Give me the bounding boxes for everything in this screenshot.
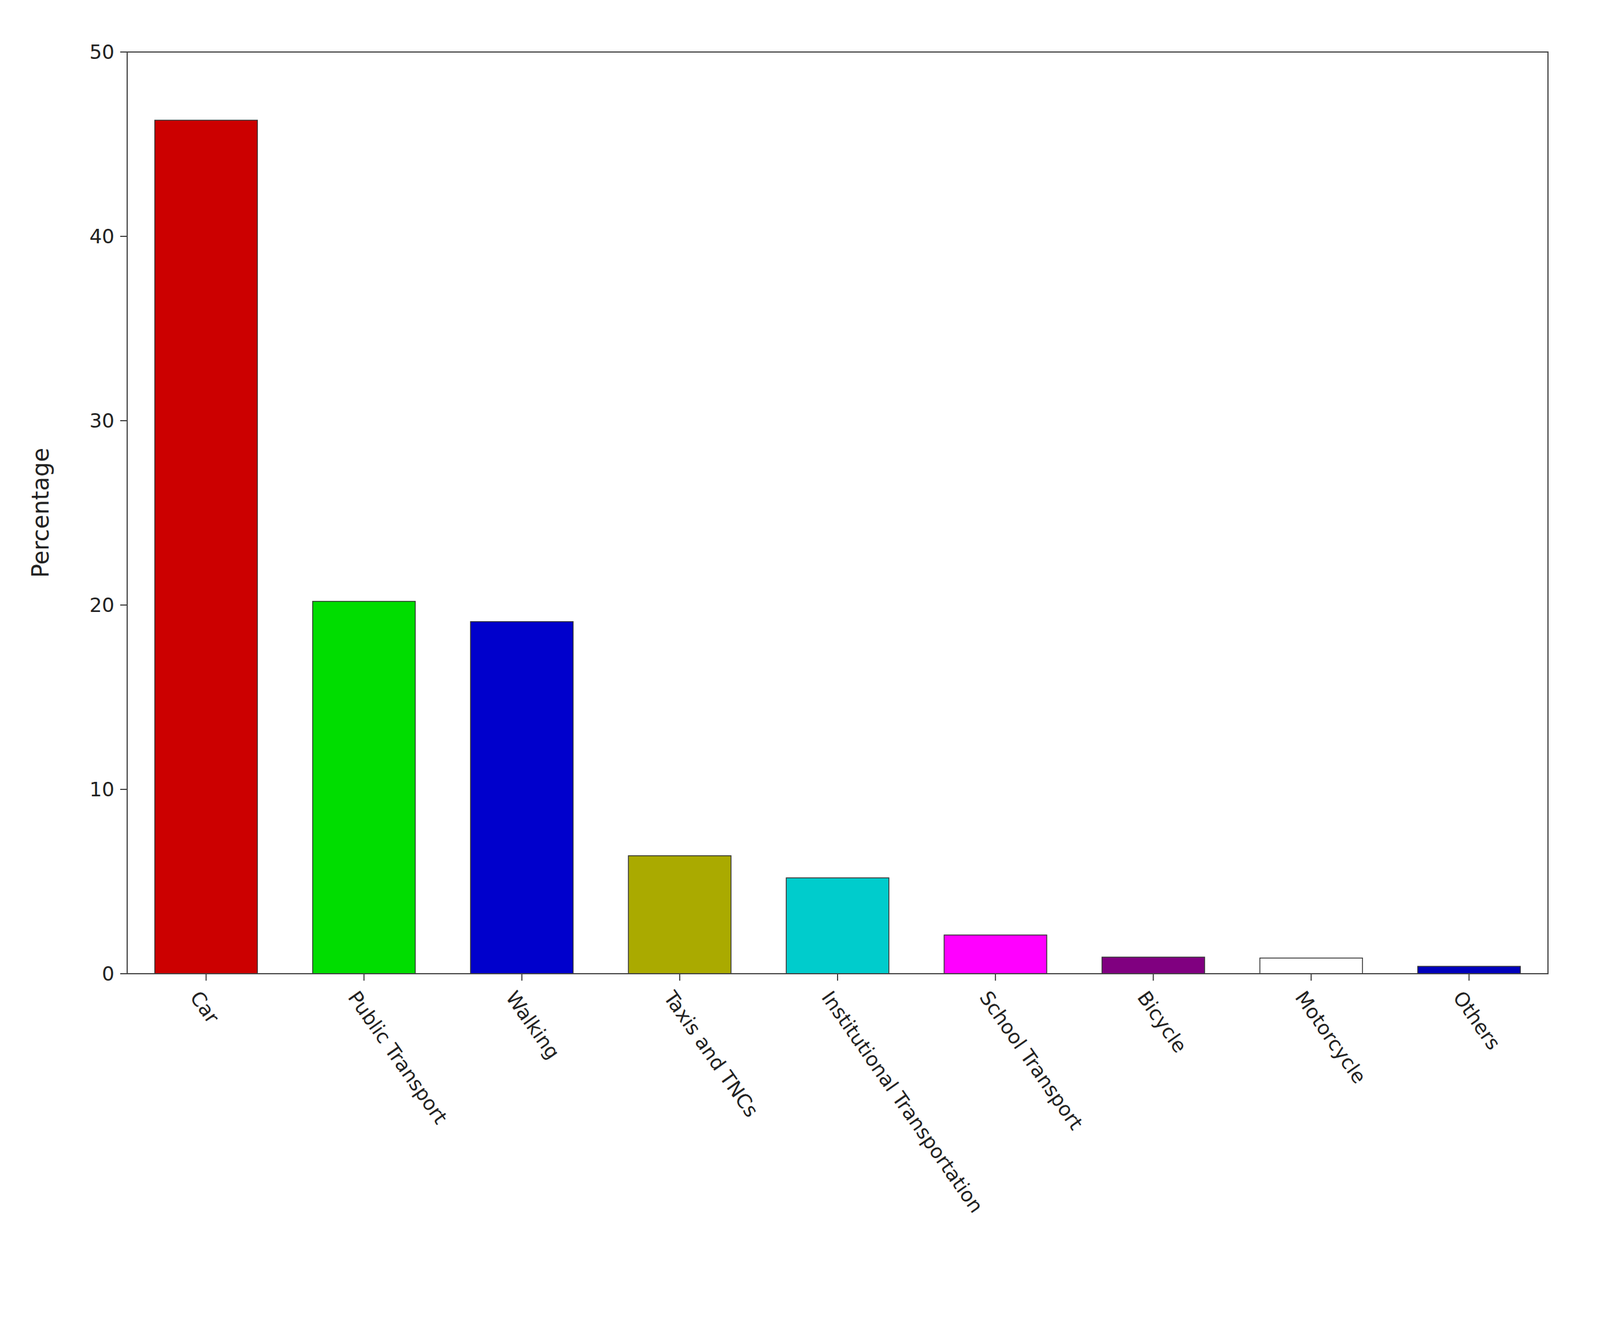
x-tick-label: Others	[1448, 986, 1506, 1055]
bar	[943, 935, 1047, 974]
x-tick-label: Car	[185, 986, 224, 1028]
chart-svg: 0 10 20 30 40 50 Percentage Car Public Transport…	[0, 0, 1600, 1332]
x-tick	[836, 973, 839, 981]
y-tick	[120, 51, 128, 53]
bar	[786, 878, 890, 974]
y-tick	[120, 235, 128, 237]
x-tick-label: Taxis and TNCs	[658, 986, 764, 1122]
y-tick	[120, 973, 128, 975]
x-tick	[994, 973, 996, 981]
y-tick-label: 40	[89, 224, 115, 248]
x-tick-label: Walking	[501, 986, 565, 1064]
x-tick	[1152, 973, 1154, 981]
x-tick-label: Bicycle	[1132, 986, 1192, 1058]
x-tick	[1310, 973, 1312, 981]
x-tick-label: Public Transport	[343, 986, 453, 1129]
bar	[312, 601, 416, 974]
bar	[1101, 957, 1205, 974]
y-tick-label: 20	[89, 593, 115, 617]
y-tick-label: 10	[89, 778, 115, 802]
bar	[1260, 958, 1364, 974]
y-tick	[120, 789, 128, 791]
y-tick-label: 50	[89, 40, 115, 64]
y-tick-label: 30	[89, 409, 115, 433]
x-axis: Car Public Transport Walking Taxis and TNCs…	[185, 973, 1506, 1218]
y-axis-label: Percentage	[27, 447, 54, 579]
x-tick	[205, 973, 207, 981]
x-tick	[679, 973, 681, 981]
bar	[154, 120, 258, 974]
bar	[470, 621, 574, 974]
y-axis: 0 10 20 30 40 50	[89, 40, 128, 986]
bars	[154, 120, 1521, 974]
x-tick	[521, 973, 523, 981]
plot-frame	[127, 52, 1548, 974]
x-tick-label: Motorcycle	[1290, 986, 1372, 1088]
y-tick-label: 0	[101, 962, 115, 986]
x-tick-label: Institutional Transportation	[816, 986, 988, 1218]
x-tick	[363, 973, 365, 981]
x-tick-label: School Transport	[975, 986, 1088, 1135]
y-tick	[120, 604, 128, 606]
bar	[628, 856, 732, 974]
y-tick	[120, 420, 128, 422]
chart-container: 0 10 20 30 40 50 Percentage Car Public Transport…	[0, 0, 1600, 1332]
bar	[1417, 966, 1521, 974]
x-tick	[1468, 973, 1470, 981]
